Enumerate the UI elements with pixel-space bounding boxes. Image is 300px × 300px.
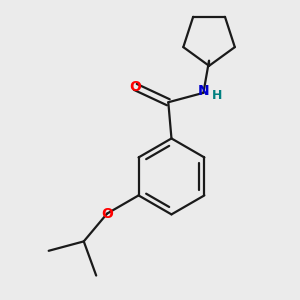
Text: H: H [212, 89, 222, 102]
Text: N: N [198, 84, 209, 98]
Text: O: O [101, 207, 113, 220]
Text: O: O [129, 80, 141, 94]
